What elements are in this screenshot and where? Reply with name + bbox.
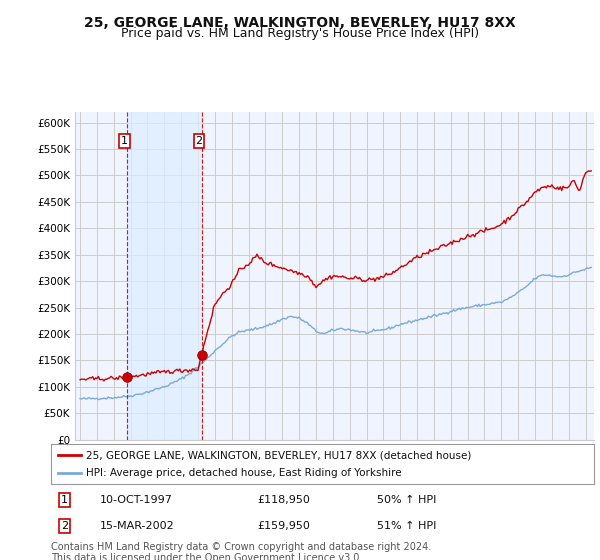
Text: Price paid vs. HM Land Registry's House Price Index (HPI): Price paid vs. HM Land Registry's House … (121, 27, 479, 40)
Text: 2: 2 (196, 136, 203, 146)
Text: 1: 1 (121, 136, 128, 146)
Text: 25, GEORGE LANE, WALKINGTON, BEVERLEY, HU17 8XX: 25, GEORGE LANE, WALKINGTON, BEVERLEY, H… (84, 16, 516, 30)
Text: 51% ↑ HPI: 51% ↑ HPI (377, 521, 436, 531)
Text: 15-MAR-2002: 15-MAR-2002 (100, 521, 175, 531)
Text: £118,950: £118,950 (257, 495, 310, 505)
Text: 50% ↑ HPI: 50% ↑ HPI (377, 495, 436, 505)
Text: 1: 1 (61, 495, 68, 505)
Text: 2: 2 (61, 521, 68, 531)
Text: HPI: Average price, detached house, East Riding of Yorkshire: HPI: Average price, detached house, East… (86, 468, 402, 478)
Text: Contains HM Land Registry data © Crown copyright and database right 2024.
This d: Contains HM Land Registry data © Crown c… (51, 542, 431, 560)
Text: £159,950: £159,950 (257, 521, 310, 531)
Text: 10-OCT-1997: 10-OCT-1997 (100, 495, 173, 505)
Bar (127, 112, 202, 440)
Text: 25, GEORGE LANE, WALKINGTON, BEVERLEY, HU17 8XX (detached house): 25, GEORGE LANE, WALKINGTON, BEVERLEY, H… (86, 450, 472, 460)
